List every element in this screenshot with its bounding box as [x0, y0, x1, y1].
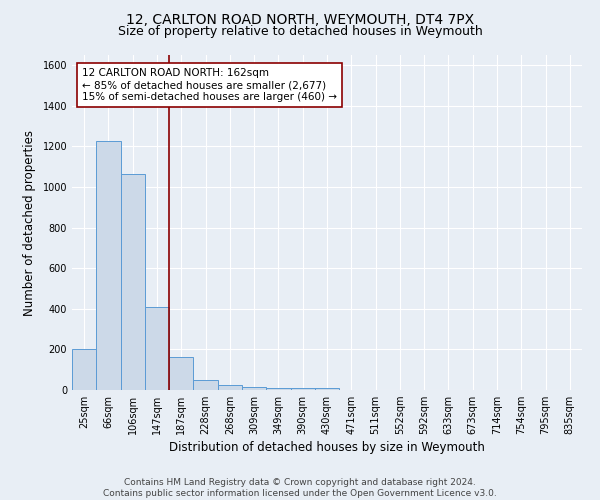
Bar [266, 388, 290, 390]
Bar [193, 380, 218, 390]
Bar [145, 307, 169, 390]
Bar [169, 356, 193, 390]
Y-axis label: Number of detached properties: Number of detached properties [23, 130, 35, 316]
Bar [218, 385, 242, 390]
Bar [242, 387, 266, 390]
Bar [72, 350, 96, 390]
Bar [290, 388, 315, 390]
Bar [121, 174, 145, 390]
Bar [96, 142, 121, 390]
Bar [315, 388, 339, 390]
Text: Contains HM Land Registry data © Crown copyright and database right 2024.
Contai: Contains HM Land Registry data © Crown c… [103, 478, 497, 498]
Text: 12, CARLTON ROAD NORTH, WEYMOUTH, DT4 7PX: 12, CARLTON ROAD NORTH, WEYMOUTH, DT4 7P… [126, 12, 474, 26]
Text: 12 CARLTON ROAD NORTH: 162sqm
← 85% of detached houses are smaller (2,677)
15% o: 12 CARLTON ROAD NORTH: 162sqm ← 85% of d… [82, 68, 337, 102]
X-axis label: Distribution of detached houses by size in Weymouth: Distribution of detached houses by size … [169, 442, 485, 454]
Text: Size of property relative to detached houses in Weymouth: Size of property relative to detached ho… [118, 25, 482, 38]
